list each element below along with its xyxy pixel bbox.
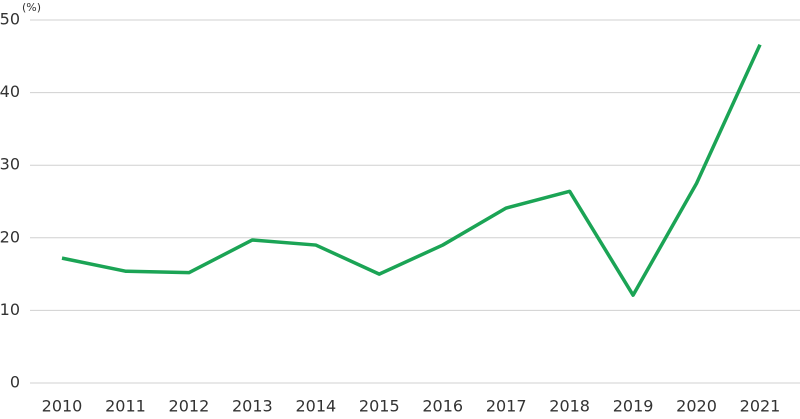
x-tick-label: 2013 xyxy=(232,397,273,416)
x-tick-label: 2018 xyxy=(549,397,590,416)
y-tick-label: 30 xyxy=(0,155,20,174)
data-line xyxy=(61,43,762,297)
x-tick-label: 2019 xyxy=(613,397,654,416)
x-tick-label: 2017 xyxy=(486,397,527,416)
x-tick-label: 2010 xyxy=(42,397,83,416)
x-tick-label: 2020 xyxy=(676,397,717,416)
y-tick-label: 40 xyxy=(0,82,20,101)
x-tick-label: 2014 xyxy=(295,397,336,416)
x-tick-label: 2015 xyxy=(359,397,400,416)
y-tick-label: 50 xyxy=(0,10,20,29)
y-tick-label: 20 xyxy=(0,227,20,246)
y-tick-label: 0 xyxy=(10,373,20,392)
y-axis-label: (%) xyxy=(22,1,41,14)
x-tick-label: 2016 xyxy=(422,397,463,416)
y-tick-label: 10 xyxy=(0,300,20,319)
x-tick-label: 2011 xyxy=(105,397,146,416)
x-tick-label: 2021 xyxy=(740,397,781,416)
x-tick-label: 2012 xyxy=(169,397,210,416)
